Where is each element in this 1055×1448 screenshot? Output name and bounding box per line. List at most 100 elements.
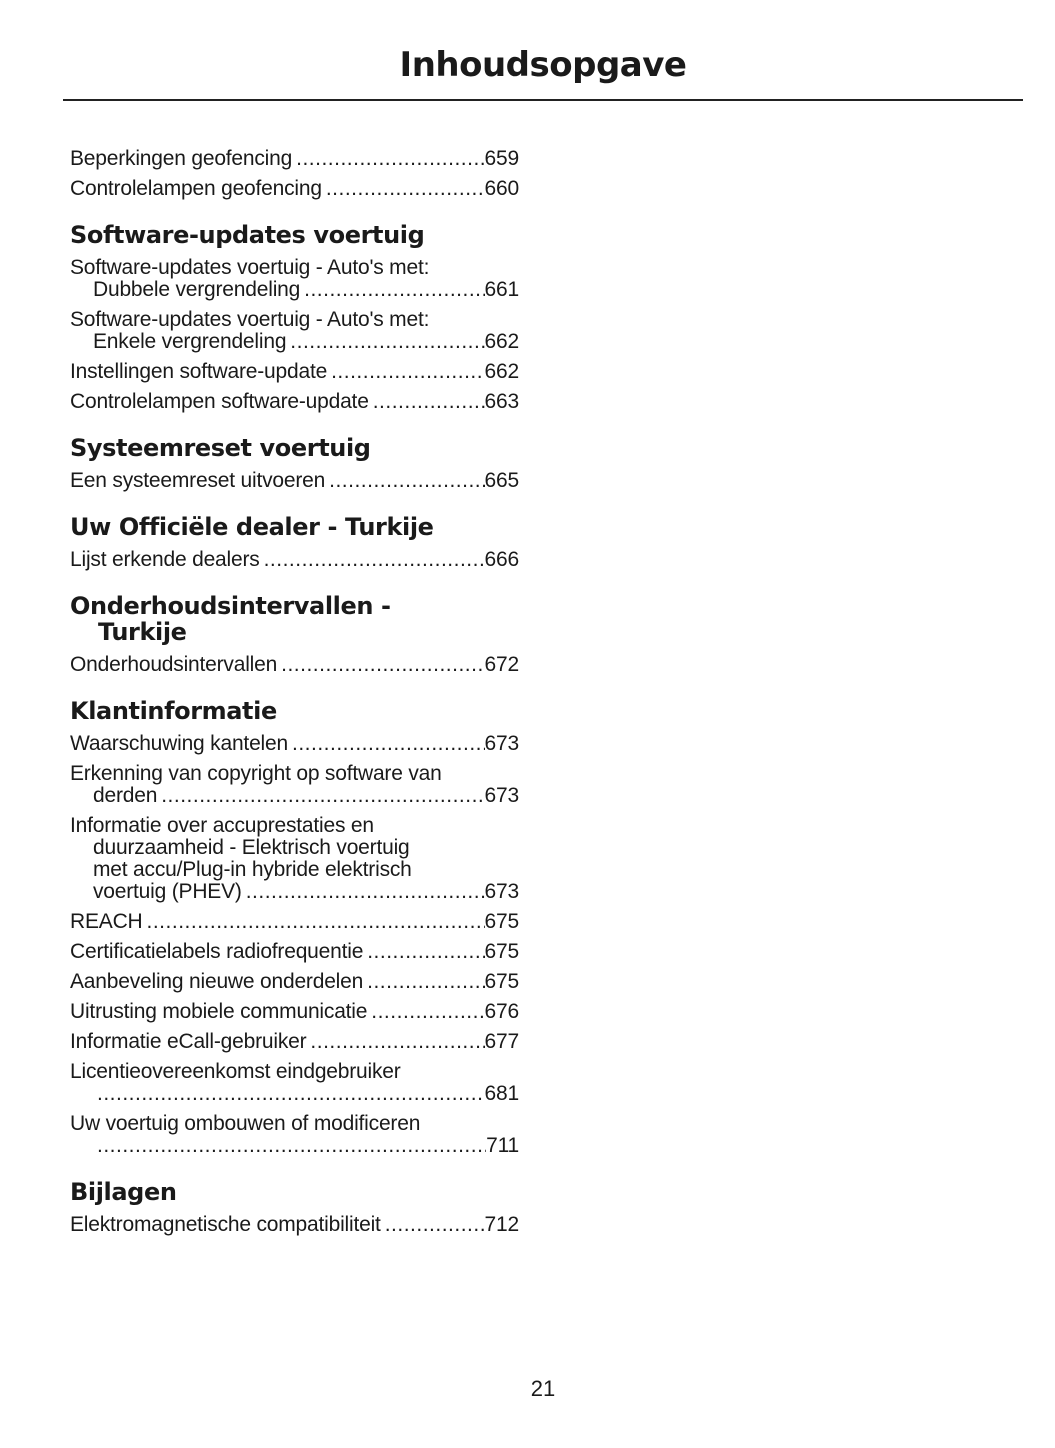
toc-page-number[interactable]: 661 [484, 278, 520, 301]
toc-entry[interactable]: Waarschuwing kantelen 673 [70, 733, 519, 755]
dot-leader [147, 911, 485, 933]
section-heading-line: Onderhoudsintervallen - [70, 592, 391, 620]
toc-page-number[interactable]: 675 [484, 970, 520, 993]
toc-page-number[interactable]: 662 [484, 360, 520, 383]
section-heading-line: Bijlagen [70, 1178, 177, 1206]
toc-entry[interactable]: Certificatielabels radiofrequentie 675 [70, 941, 519, 963]
page-title: Inhoudsopgave [399, 45, 687, 85]
dot-leader [292, 733, 485, 755]
dot-leader [97, 1083, 485, 1105]
toc-entry[interactable]: Controlelampen geofencing 660 [70, 178, 519, 200]
section-heading-line: Klantinformatie [70, 697, 277, 725]
toc-page-number[interactable]: 666 [484, 548, 520, 571]
toc-page-number[interactable]: 675 [484, 910, 520, 933]
toc-page-number[interactable]: 665 [484, 469, 520, 492]
toc-entry-text: REACH [70, 910, 143, 933]
toc-page-number[interactable]: 676 [484, 1000, 520, 1023]
toc-entry-text: Elektromagnetische compatibiliteit [70, 1213, 381, 1236]
toc-entry-text: Informatie eCall-gebruiker [70, 1030, 307, 1053]
toc-page-number[interactable]: 677 [484, 1030, 520, 1053]
toc-entry-text: Software-updates voertuig - Auto's met: [70, 308, 430, 331]
toc-entry-text: Beperkingen geofencing [70, 147, 293, 170]
toc-entry[interactable]: Een systeemreset uitvoeren 665 [70, 470, 519, 492]
toc-entry[interactable]: Informatie over accuprestaties en duurzaa… [70, 815, 519, 903]
toc-page-number[interactable]: 662 [484, 330, 520, 353]
dot-leader [310, 1031, 484, 1053]
dot-leader [371, 1001, 484, 1023]
toc-page-number[interactable]: 673 [484, 880, 520, 903]
toc-page-number[interactable]: 673 [484, 732, 520, 755]
toc-entry[interactable]: Beperkingen geofencing 659 [70, 148, 519, 170]
dot-leader [281, 654, 484, 676]
dot-leader [331, 361, 484, 383]
toc-entry-text: met accu/Plug-in hybride elektrisch [93, 858, 412, 881]
title-divider [63, 99, 1023, 101]
dot-leader [304, 279, 484, 301]
table-of-contents: Beperkingen geofencing 659 Controlelampen … [70, 148, 519, 1244]
dot-leader [97, 1135, 486, 1157]
toc-entry-text: Lijst erkende dealers [70, 548, 260, 571]
toc-entry-text: Software-updates voertuig - Auto's met: [70, 256, 430, 279]
section-heading: Software-updates voertuig [70, 222, 519, 248]
section-heading-line: Software-updates voertuig [70, 221, 425, 249]
toc-entry[interactable]: Software-updates voertuig - Auto's met: E… [70, 309, 519, 353]
toc-entry-text: Controlelampen software-update [70, 390, 369, 413]
dot-leader [329, 470, 484, 492]
toc-entry[interactable]: Onderhoudsintervallen 672 [70, 654, 519, 676]
toc-entry-text: Onderhoudsintervallen [70, 653, 278, 676]
dot-leader [367, 941, 484, 963]
toc-entry-text: duurzaamheid - Elektrisch voertuig [93, 836, 410, 859]
toc-entry-text: Waarschuwing kantelen [70, 732, 288, 755]
toc-entry-text: Aanbeveling nieuwe onderdelen [70, 970, 364, 993]
toc-entry-text: Erkenning van copyright op software van [70, 762, 442, 785]
dot-leader [385, 1214, 485, 1236]
toc-entry-text: Certificatielabels radiofrequentie [70, 940, 364, 963]
toc-entry[interactable]: Elektromagnetische compatibiliteit 712 [70, 1214, 519, 1236]
dot-leader [246, 881, 485, 903]
toc-page-number[interactable]: 712 [484, 1213, 520, 1236]
toc-page-number[interactable]: 673 [484, 784, 520, 807]
toc-page-number[interactable]: 711 [486, 1134, 519, 1157]
toc-entry[interactable]: Aanbeveling nieuwe onderdelen 675 [70, 971, 519, 993]
section-heading: Bijlagen [70, 1179, 519, 1205]
toc-entry-text: Dubbele vergrendeling [93, 278, 301, 301]
section-heading-line: Systeemreset voertuig [70, 434, 371, 462]
toc-entry-text: Instellingen software-update [70, 360, 328, 383]
toc-entry-text: Licentieovereenkomst eindgebruiker [70, 1060, 401, 1083]
toc-entry[interactable]: Uw voertuig ombouwen of modificeren 711 [70, 1113, 519, 1157]
toc-entry-text: Controlelampen geofencing [70, 177, 322, 200]
dot-leader [326, 178, 485, 200]
toc-entry-text: Een systeemreset uitvoeren [70, 469, 326, 492]
section-heading-line: Turkije [98, 618, 187, 646]
dot-leader [161, 785, 484, 807]
section-heading: Uw Officiële dealer - Turkije [70, 514, 519, 540]
section-heading-line: Uw Officiële dealer - Turkije [70, 513, 434, 541]
section-heading: Onderhoudsintervallen - Turkije [70, 593, 519, 645]
section-heading: Klantinformatie [70, 698, 519, 724]
toc-entry[interactable]: Erkenning van copyright op software van d… [70, 763, 519, 807]
toc-page-number[interactable]: 672 [484, 653, 520, 676]
dot-leader [264, 549, 485, 571]
toc-entry-text: derden [93, 784, 158, 807]
toc-page-number[interactable]: 675 [484, 940, 520, 963]
toc-entry[interactable]: Instellingen software-update 662 [70, 361, 519, 383]
toc-page-number[interactable]: 681 [484, 1082, 520, 1105]
toc-entry[interactable]: Lijst erkende dealers 666 [70, 549, 519, 571]
dot-leader [373, 391, 485, 413]
toc-entry[interactable]: Software-updates voertuig - Auto's met: D… [70, 257, 519, 301]
toc-page-number[interactable]: 660 [484, 177, 520, 200]
section-heading: Systeemreset voertuig [70, 435, 519, 461]
toc-entry[interactable]: Licentieovereenkomst eindgebruiker 681 [70, 1061, 519, 1105]
toc-entry[interactable]: REACH 675 [70, 911, 519, 933]
toc-page-number[interactable]: 663 [484, 390, 520, 413]
page-number: 21 [530, 1376, 556, 1401]
toc-entry[interactable]: Uitrusting mobiele communicatie 676 [70, 1001, 519, 1023]
toc-entry-text: Uitrusting mobiele communicatie [70, 1000, 368, 1023]
toc-entry[interactable]: Controlelampen software-update 663 [70, 391, 519, 413]
toc-entry-text: voertuig (PHEV) [93, 880, 242, 903]
toc-page-number[interactable]: 659 [484, 147, 520, 170]
dot-leader [367, 971, 484, 993]
toc-entry-text: Informatie over accuprestaties en [70, 814, 374, 837]
toc-entry-text: Uw voertuig ombouwen of modificeren [70, 1112, 421, 1135]
toc-entry[interactable]: Informatie eCall-gebruiker 677 [70, 1031, 519, 1053]
